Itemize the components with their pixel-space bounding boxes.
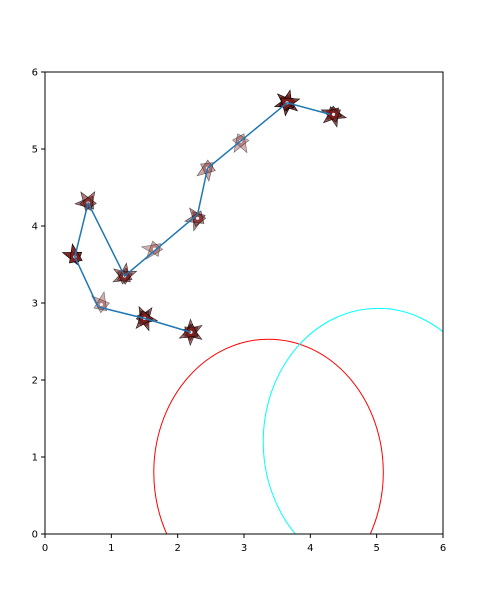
x-tick-label: 0: [42, 543, 48, 554]
pose-marker: [140, 243, 161, 257]
pose-marker: [117, 270, 138, 285]
y-tick-label: 5: [32, 145, 38, 156]
y-tick-label: 3: [32, 299, 38, 310]
pose-center-dot: [331, 112, 336, 116]
plot-area: [61, 89, 443, 534]
x-axis-ticks: 0 1 2 3 4 5 6: [42, 534, 446, 554]
x-tick-label: 5: [373, 543, 379, 554]
y-tick-label: 0: [32, 530, 38, 541]
ellipse-layer: [153, 307, 443, 534]
y-axis-ticks: 0 1 2 3 4 5 6: [32, 68, 45, 541]
pose-marker: [233, 133, 250, 154]
y-tick-label: 1: [32, 453, 38, 464]
x-tick-label: 1: [108, 543, 114, 554]
y-tick-label: 4: [32, 222, 38, 233]
marker-layer: [61, 89, 347, 347]
x-tick-label: 4: [307, 543, 313, 554]
pose-cluster-12: [178, 318, 203, 347]
x-tick-label: 3: [241, 543, 247, 554]
pose-center-dot: [99, 302, 103, 307]
trajectory-line: [74, 101, 331, 333]
pose-marker: [79, 190, 96, 212]
x-tick-label: 2: [174, 543, 180, 554]
uncertainty-ellipse-2: [262, 307, 443, 534]
y-tick-label: 6: [32, 68, 38, 79]
x-tick-label: 6: [440, 543, 446, 554]
pose-cluster-7: [112, 262, 138, 285]
y-tick-label: 2: [32, 376, 38, 387]
pose-center-dot: [195, 216, 200, 220]
uncertainty-ellipse-1: [153, 338, 384, 534]
